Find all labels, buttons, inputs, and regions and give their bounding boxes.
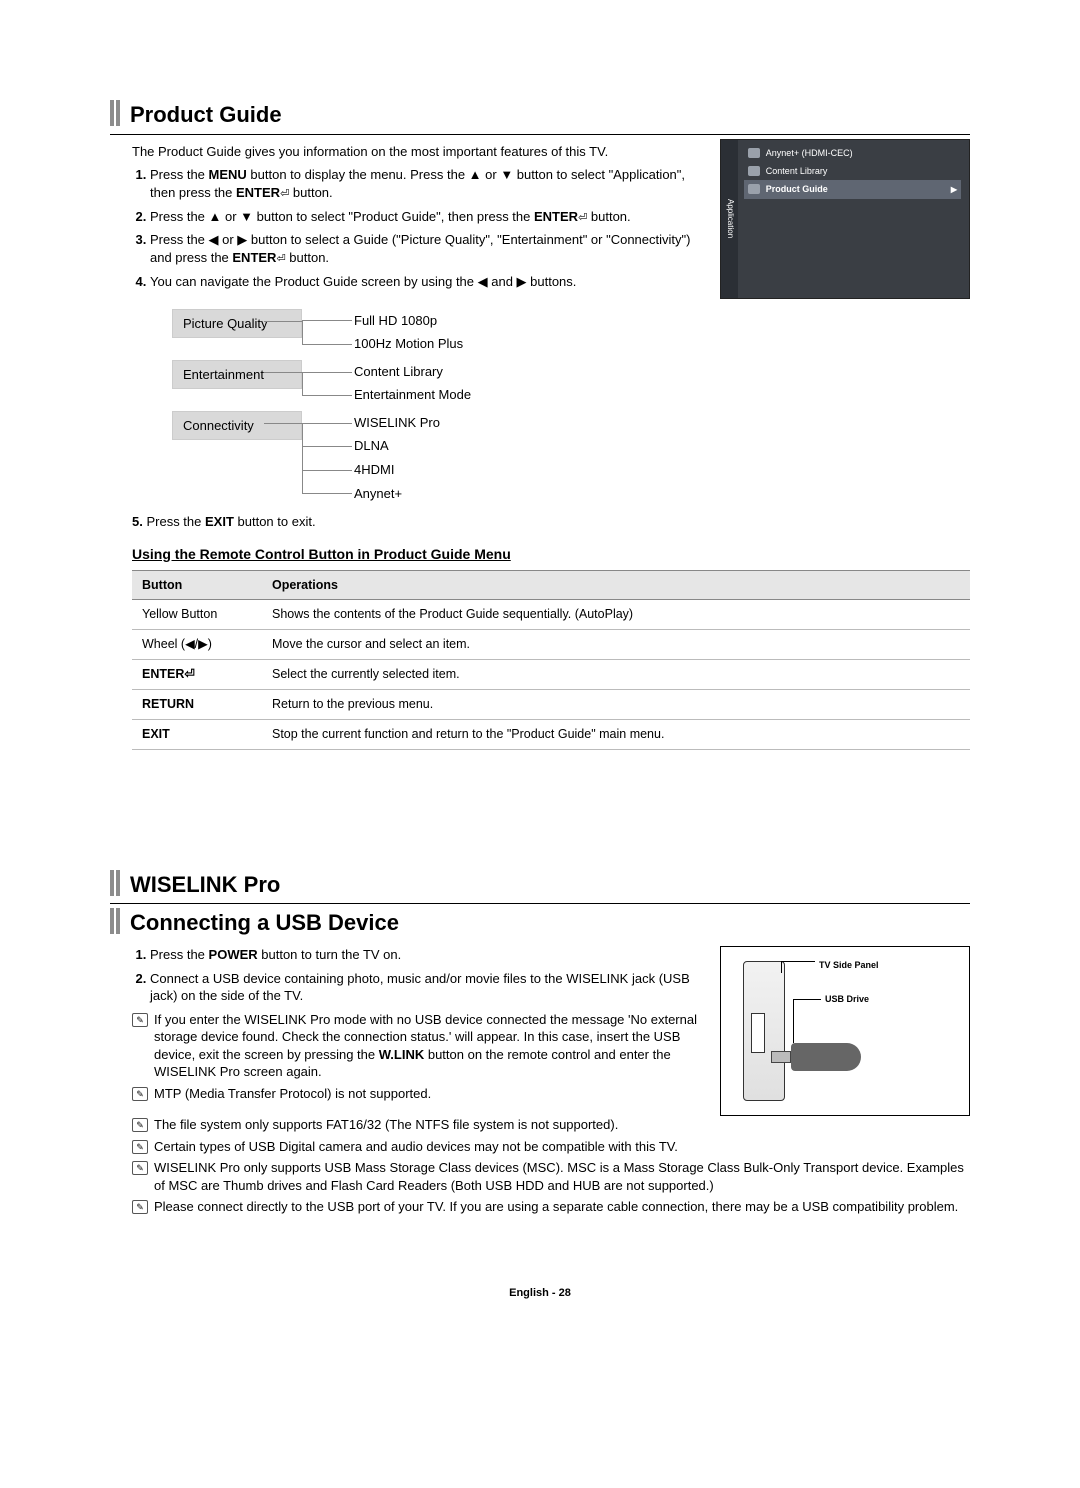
tree-item: DLNA <box>340 434 970 458</box>
tv-menu-item: Content Library <box>744 162 961 180</box>
header-bars-icon <box>110 100 120 130</box>
tree-item: Content Library <box>340 360 970 384</box>
subheading: Using the Remote Control Button in Produ… <box>132 545 970 564</box>
table-row: Yellow ButtonShows the contents of the P… <box>132 600 970 630</box>
cell-button: ENTER⏎ <box>132 660 262 690</box>
cell-operation: Move the cursor and select an item. <box>262 630 970 660</box>
note-item: The file system only supports FAT16/32 (… <box>132 1116 970 1134</box>
section-title: Connecting a USB Device <box>130 908 399 938</box>
section-header-product-guide: Product Guide <box>110 100 970 135</box>
cell-operation: Shows the contents of the Product Guide … <box>262 600 970 630</box>
step-5: 5. Press the EXIT button to exit. <box>132 513 970 531</box>
table-row: RETURNReturn to the previous menu. <box>132 690 970 720</box>
tree-item: Anynet+ <box>340 482 970 506</box>
cell-button: Yellow Button <box>132 600 262 630</box>
section-title: Product Guide <box>130 100 282 130</box>
step-5-body: Press the EXIT button to exit. <box>146 514 315 529</box>
tree-item: WISELINK Pro <box>340 411 970 435</box>
step-3: Press the ◀ or ▶ button to select a Guid… <box>150 231 702 266</box>
feature-tree: Picture Quality Full HD 1080p100Hz Motion… <box>172 309 970 505</box>
step-2: Press the ▲ or ▼ button to select "Produ… <box>150 208 702 226</box>
tree-item: Entertainment Mode <box>340 383 970 407</box>
tv-menu-item: Anynet+ (HDMI-CEC) <box>744 144 961 162</box>
step-1: Press the MENU button to display the men… <box>150 166 702 201</box>
note-item: WISELINK Pro only supports USB Mass Stor… <box>132 1159 970 1194</box>
section-header-usb: Connecting a USB Device <box>110 908 970 942</box>
cell-operation: Stop the current function and return to … <box>262 719 970 749</box>
menu-item-icon <box>748 166 760 176</box>
tv-menu-preview: Application Anynet+ (HDMI-CEC)Content Li… <box>720 139 970 299</box>
tree-category: Connectivity <box>172 411 302 441</box>
th-button: Button <box>132 570 262 600</box>
diagram-label-panel: TV Side Panel <box>819 959 879 971</box>
page-footer: English - 28 <box>110 1286 970 1301</box>
cell-operation: Select the currently selected item. <box>262 660 970 690</box>
header-bars-icon <box>110 908 120 938</box>
tv-tab-label: Application <box>721 140 738 298</box>
cell-button: EXIT <box>132 719 262 749</box>
product-guide-steps: Press the MENU button to display the men… <box>110 166 702 290</box>
menu-item-icon <box>748 184 760 194</box>
cell-operation: Return to the previous menu. <box>262 690 970 720</box>
section-title: WISELINK Pro <box>130 870 280 900</box>
step-5-number: 5. <box>132 514 143 529</box>
section-header-wiselink: WISELINK Pro <box>110 870 970 905</box>
note-icon <box>132 1118 148 1132</box>
tree-item: 100Hz Motion Plus <box>340 332 970 356</box>
tree-item: Full HD 1080p <box>340 309 970 333</box>
note-icon <box>132 1013 148 1027</box>
wiselink-step-1: Press the POWER button to turn the TV on… <box>150 946 702 964</box>
note-icon <box>132 1087 148 1101</box>
intro-text: The Product Guide gives you information … <box>132 143 702 161</box>
table-row: ENTER⏎Select the currently selected item… <box>132 660 970 690</box>
usb-diagram: TV Side Panel USB Drive <box>720 946 970 1116</box>
table-row: Wheel (◀/▶)Move the cursor and select an… <box>132 630 970 660</box>
note-icon <box>132 1161 148 1175</box>
diagram-label-usb: USB Drive <box>825 993 869 1005</box>
th-operations: Operations <box>262 570 970 600</box>
step-4: You can navigate the Product Guide scree… <box>150 273 702 291</box>
tree-item: 4HDMI <box>340 458 970 482</box>
note-item: If you enter the WISELINK Pro mode with … <box>132 1011 702 1081</box>
wiselink-steps: Press the POWER button to turn the TV on… <box>110 946 702 1005</box>
note-item: Please connect directly to the USB port … <box>132 1198 970 1216</box>
operations-table: Button Operations Yellow ButtonShows the… <box>132 570 970 750</box>
cell-button: RETURN <box>132 690 262 720</box>
note-item: Certain types of USB Digital camera and … <box>132 1138 970 1156</box>
table-row: EXITStop the current function and return… <box>132 719 970 749</box>
header-bars-icon <box>110 870 120 900</box>
wiselink-notes: If you enter the WISELINK Pro mode with … <box>132 1011 702 1103</box>
tv-menu-item: Product Guide <box>744 180 961 199</box>
wiselink-step-2: Connect a USB device containing photo, m… <box>150 970 702 1005</box>
usb-stick-shape <box>771 1043 861 1071</box>
wiselink-notes-cont: The file system only supports FAT16/32 (… <box>132 1116 970 1216</box>
tree-category: Picture Quality <box>172 309 302 339</box>
note-icon <box>132 1200 148 1214</box>
note-item: MTP (Media Transfer Protocol) is not sup… <box>132 1085 702 1103</box>
usb-port-shape <box>751 1013 765 1053</box>
menu-item-icon <box>748 148 760 158</box>
cell-button: Wheel (◀/▶) <box>132 630 262 660</box>
tree-category: Entertainment <box>172 360 302 390</box>
chevron-right-icon <box>951 183 957 196</box>
note-icon <box>132 1140 148 1154</box>
